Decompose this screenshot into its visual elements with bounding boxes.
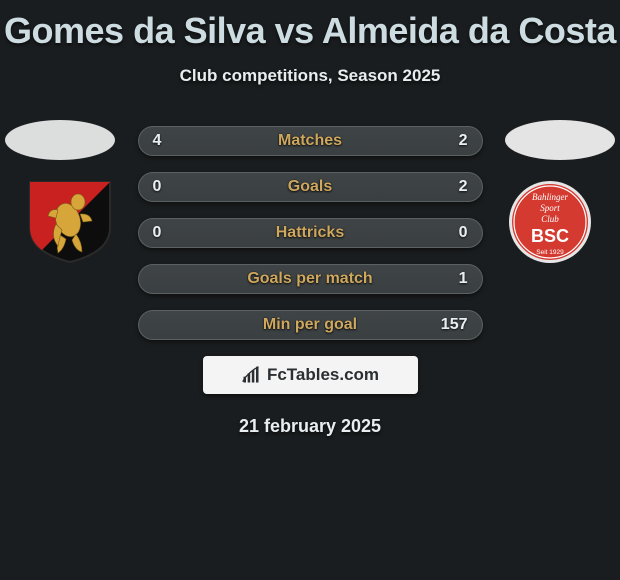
left-ellipse (5, 120, 115, 160)
comparison-area: Bahlinger Sport Club BSC Seit 1929 4 Mat… (0, 110, 620, 437)
stat-label: Goals per match (139, 270, 482, 288)
stat-right-value: 2 (436, 132, 468, 150)
stat-right-value: 157 (436, 316, 468, 334)
badge-text-top: Bahlinger (532, 192, 568, 202)
stat-right-value: 2 (436, 178, 468, 196)
bar-chart-icon (241, 365, 261, 385)
badge-text-mid: Sport (540, 203, 560, 213)
shield-icon (20, 180, 120, 264)
stat-label: Hattricks (139, 224, 482, 242)
stat-row: 0 Goals 2 (138, 172, 483, 202)
bsc-badge-icon: Bahlinger Sport Club BSC Seit 1929 (500, 180, 600, 264)
stat-right-value: 0 (436, 224, 468, 242)
right-ellipse (505, 120, 615, 160)
stat-right-value: 1 (436, 270, 468, 288)
badge-since: Seit 1929 (536, 249, 564, 256)
stat-left-value: 0 (153, 224, 185, 242)
stat-rows: 4 Matches 2 0 Goals 2 0 Hattricks 0 Goal… (138, 110, 483, 340)
badge-text-bot: Club (541, 214, 559, 224)
page-title: Gomes da Silva vs Almeida da Costa (0, 0, 620, 52)
stat-row: Min per goal 157 (138, 310, 483, 340)
brand-badge: FcTables.com (203, 356, 418, 394)
badge-initials: BSC (531, 226, 569, 246)
stat-row: Goals per match 1 (138, 264, 483, 294)
brand-text: FcTables.com (267, 365, 379, 385)
stat-left-value: 4 (153, 132, 185, 150)
stat-label: Matches (139, 132, 482, 150)
stat-left-value: 0 (153, 178, 185, 196)
subtitle: Club competitions, Season 2025 (0, 66, 620, 86)
stat-row: 4 Matches 2 (138, 126, 483, 156)
left-club-badge (20, 180, 120, 264)
date-text: 21 february 2025 (0, 416, 620, 437)
right-club-badge: Bahlinger Sport Club BSC Seit 1929 (500, 180, 600, 264)
stat-label: Goals (139, 178, 482, 196)
stat-row: 0 Hattricks 0 (138, 218, 483, 248)
stat-label: Min per goal (139, 316, 482, 334)
